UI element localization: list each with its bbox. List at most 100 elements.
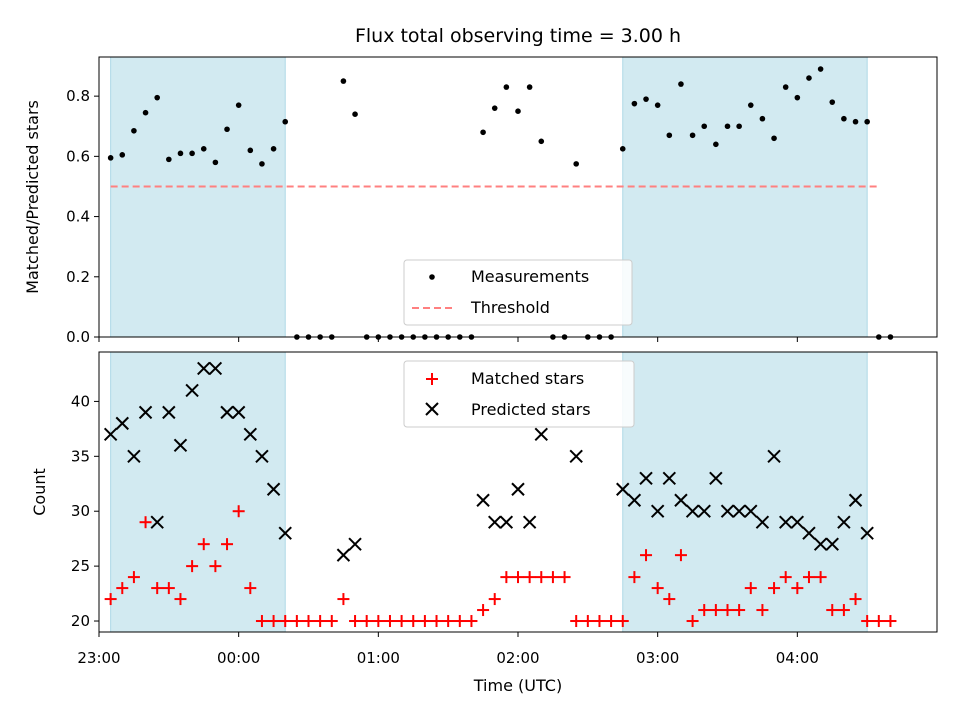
ratio-panel: 0.00.20.40.60.8 Matched/Predicted stars …	[23, 56, 938, 346]
bottom-y-ticks: 20 25 30 35 40	[71, 392, 99, 630]
measurement-point-3	[142, 109, 149, 116]
measurement-point-40	[573, 161, 579, 167]
predicted-point-26	[627, 493, 642, 507]
matched-point-5	[162, 582, 175, 595]
matched-point-24	[383, 615, 396, 628]
matched-point-20	[337, 593, 350, 606]
matched-point-42	[593, 615, 606, 628]
predicted-point-13	[255, 449, 269, 464]
predicted-point-10	[220, 405, 234, 420]
predicted-point-32	[697, 504, 711, 518]
x-tick-label-4: 03:00	[636, 649, 679, 667]
matched-point-57	[768, 582, 781, 595]
top-x-ticks	[98, 337, 798, 342]
matched-point-28	[430, 615, 443, 628]
measurement-point-52	[713, 141, 719, 148]
predicted-point-38	[767, 449, 781, 464]
measurement-point-51	[701, 123, 708, 130]
bottom-y-axis-label: Count	[30, 468, 49, 516]
predicted-point-25	[616, 482, 630, 496]
legend-predicted-label: Predicted stars	[471, 400, 591, 419]
measurement-point-9	[212, 159, 219, 166]
matched-point-3	[139, 516, 152, 529]
measurement-point-44	[619, 146, 626, 152]
measurement-point-59	[794, 94, 801, 101]
measurement-point-10	[224, 126, 230, 133]
top-shade-0	[110, 56, 286, 338]
bottom-legend: Matched stars Predicted stars	[403, 360, 635, 428]
legend-predicted-marker	[425, 402, 439, 416]
predicted-point-44	[837, 515, 851, 529]
matched-point-47	[651, 582, 664, 595]
predicted-point-42	[813, 537, 828, 551]
matched-point-9	[209, 560, 222, 573]
measurement-point-36	[526, 84, 533, 90]
measurement-point-37	[538, 138, 545, 145]
matched-point-17	[302, 615, 315, 628]
matched-point-38	[546, 571, 559, 584]
top-shaded-intervals	[110, 56, 868, 338]
bottom-y-tick-label-1: 25	[71, 557, 90, 575]
predicted-point-15	[278, 526, 292, 540]
predicted-point-7	[185, 383, 199, 398]
predicted-point-21	[511, 482, 525, 496]
measurement-point-53	[724, 123, 731, 130]
predicted-point-27	[639, 471, 653, 485]
predicted-point-41	[802, 526, 816, 540]
measurement-point-48	[666, 132, 673, 139]
predicted-point-29	[662, 471, 677, 485]
measurement-point-6	[177, 150, 184, 157]
measurement-point-63	[841, 115, 847, 122]
matched-point-34	[500, 571, 513, 584]
bottom-y-tick-label-0: 20	[71, 612, 90, 630]
predicted-point-5	[162, 405, 176, 420]
bottom-y-tick-label-4: 40	[71, 392, 90, 410]
bottom-shade-1	[622, 351, 868, 633]
predicted-point-16	[336, 548, 351, 562]
matched-point-39	[558, 571, 571, 584]
measurement-point-45	[631, 100, 638, 107]
matched-point-15	[279, 615, 292, 628]
predicted-point-8	[197, 361, 211, 376]
matched-point-11	[232, 505, 245, 518]
top-y-tick-label-0: 0.0	[66, 328, 90, 346]
measurement-point-14	[270, 146, 277, 152]
x-tick-label-0: 23:00	[77, 649, 120, 667]
matched-point-43	[605, 615, 618, 628]
bottom-y-tick-label-3: 35	[71, 447, 90, 465]
measurement-point-13	[259, 161, 265, 167]
measurement-point-33	[491, 105, 498, 111]
measurement-point-65	[864, 118, 870, 125]
predicted-point-11	[231, 405, 246, 420]
bottom-shaded-intervals	[110, 351, 868, 633]
matched-point-67	[884, 615, 897, 628]
measurement-point-11	[235, 102, 242, 108]
measurement-point-15	[282, 118, 289, 125]
matched-point-19	[325, 615, 338, 628]
matched-point-14	[267, 615, 280, 628]
matched-point-45	[628, 571, 641, 584]
matched-stars-points	[104, 505, 897, 628]
x-tick-label-2: 01:00	[357, 649, 400, 667]
predicted-point-23	[534, 427, 548, 442]
matched-point-8	[197, 538, 210, 551]
predicted-point-28	[650, 504, 665, 518]
matched-point-16	[290, 615, 303, 628]
bottom-shade-0	[110, 351, 286, 633]
predicted-point-3	[138, 405, 153, 420]
legend-measurements-label: Measurements	[471, 267, 589, 286]
predicted-point-37	[755, 515, 770, 529]
matched-point-61	[814, 571, 827, 584]
matched-point-64	[849, 593, 862, 606]
matched-point-35	[512, 571, 524, 584]
top-y-axis-label: Matched/Predicted stars	[23, 100, 42, 294]
predicted-point-1	[115, 416, 129, 431]
predicted-point-22	[522, 515, 537, 529]
top-legend: Measurements Threshold	[403, 259, 633, 326]
predicted-stars-points	[103, 361, 874, 562]
matched-point-36	[523, 571, 536, 584]
matched-point-58	[779, 571, 792, 584]
matched-point-54	[733, 604, 746, 617]
matched-point-63	[837, 604, 850, 617]
